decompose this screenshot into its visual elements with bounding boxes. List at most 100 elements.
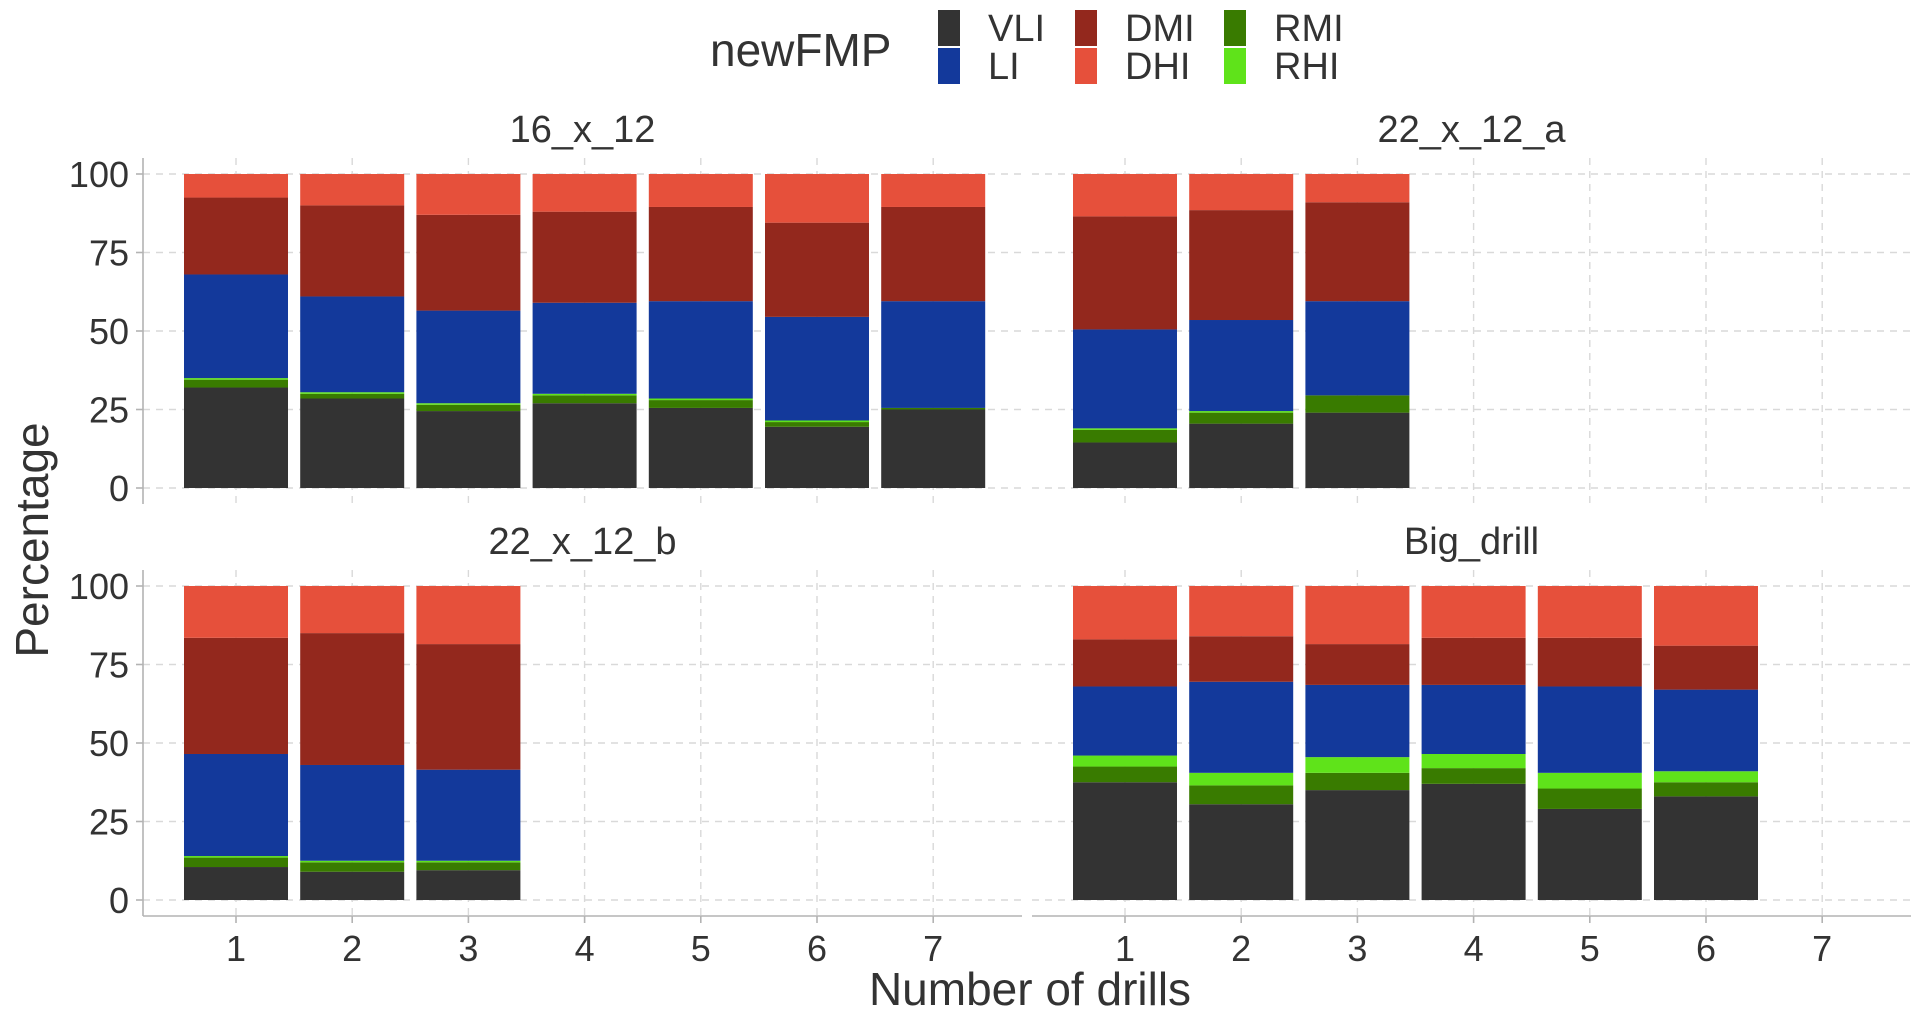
bar-segment-16-x-12-3-dhi <box>416 174 521 215</box>
bar-segment-22-x-12-a-2-dhi <box>1189 174 1294 211</box>
legend-label-vli: VLI <box>988 8 1045 50</box>
bar-segment-22-x-12-a-2-rhi <box>1189 411 1294 413</box>
bar-segment-big-drill-6-vli <box>1654 796 1758 900</box>
bar-segment-big-drill-6-dhi <box>1654 586 1758 646</box>
bar-segment-16-x-12-1-vli <box>184 387 288 488</box>
bar-segment-big-drill-2-vli <box>1189 804 1294 900</box>
panel-title-22-x-12-b: 22_x_12_b <box>488 521 676 563</box>
bar-segment-big-drill-4-li <box>1421 684 1526 754</box>
bar-segment-16-x-12-2-vli <box>300 398 405 488</box>
bar-segment-22-x-12-b-3-rhi <box>416 860 521 863</box>
x-tick-label: 2 <box>342 928 362 969</box>
bar-segment-big-drill-3-rhi <box>1305 757 1410 773</box>
y-tick-label: 25 <box>89 802 129 843</box>
bar-segment-16-x-12-5-li <box>648 301 753 399</box>
bar-segment-big-drill-2-dmi <box>1189 636 1294 682</box>
bar-segment-22-x-12-b-1-dhi <box>184 586 288 638</box>
bar-segment-big-drill-1-vli <box>1073 782 1177 900</box>
x-tick-label: 6 <box>807 928 827 969</box>
bar-segment-16-x-12-7-li <box>881 301 986 408</box>
bar-segment-big-drill-1-rmi <box>1073 766 1177 783</box>
legend-key-rmi <box>1224 10 1246 46</box>
y-tick-label: 25 <box>89 390 129 431</box>
x-tick-label: 2 <box>1231 928 1251 969</box>
bar-segment-22-x-12-b-3-dhi <box>416 586 521 645</box>
bar-segment-16-x-12-7-vli <box>881 409 986 488</box>
bar-segment-big-drill-1-dmi <box>1073 639 1177 687</box>
x-tick-label: 4 <box>575 928 595 969</box>
legend-key-dhi <box>1075 48 1097 84</box>
bar-segment-16-x-12-4-dmi <box>532 211 637 303</box>
bar-segment-16-x-12-1-dhi <box>184 174 288 198</box>
bar-segment-22-x-12-b-2-dmi <box>300 633 405 765</box>
x-tick-label: 7 <box>923 928 943 969</box>
panels: 16_x_12025507510022_x_12_a22_x_12_b02550… <box>69 109 1911 969</box>
bar-segment-big-drill-3-li <box>1305 684 1410 758</box>
bar-segment-big-drill-1-rhi <box>1073 755 1177 767</box>
bar-segment-22-x-12-a-1-li <box>1073 329 1177 429</box>
bar-segment-big-drill-5-rmi <box>1537 788 1642 809</box>
bar-segment-16-x-12-4-dhi <box>532 174 637 212</box>
x-tick-label: 3 <box>458 928 478 969</box>
x-tick-label: 5 <box>1580 928 1600 969</box>
panel-22-x-12-b: 22_x_12_b 0 25 50 75 100 1 2 3 4 5 6 7 <box>69 521 1022 969</box>
bar-segment-22-x-12-b-2-li <box>300 764 405 861</box>
bar-segment-22-x-12-b-2-dhi <box>300 586 405 634</box>
bar-segment-22-x-12-a-1-dmi <box>1073 216 1177 330</box>
bar-segment-16-x-12-6-dmi <box>765 222 869 317</box>
bar-segment-big-drill-6-dmi <box>1654 645 1758 690</box>
bar-segment-22-x-12-b-2-rhi <box>300 860 405 863</box>
bar-segment-22-x-12-b-1-dmi <box>184 637 288 754</box>
bar-segment-big-drill-5-dhi <box>1537 586 1642 638</box>
bar-segment-big-drill-4-vli <box>1421 783 1526 900</box>
x-tick-label: 6 <box>1696 928 1716 969</box>
bar-segment-16-x-12-2-dmi <box>300 205 405 297</box>
legend-label-li: LI <box>988 46 1020 88</box>
bar-segment-big-drill-4-rmi <box>1421 768 1526 784</box>
bar-segment-16-x-12-2-li <box>300 296 405 393</box>
bar-segment-22-x-12-a-3-li <box>1305 301 1410 396</box>
y-tick-label: 0 <box>109 468 129 509</box>
bar-segment-big-drill-5-rhi <box>1537 772 1642 789</box>
x-tick-label: 3 <box>1347 928 1367 969</box>
bar-segment-16-x-12-6-dhi <box>765 174 869 223</box>
x-tick-label: 4 <box>1464 928 1484 969</box>
bar-segment-big-drill-4-dmi <box>1421 637 1526 685</box>
bar-segment-big-drill-3-dmi <box>1305 644 1410 685</box>
bar-segment-22-x-12-b-1-rmi <box>184 857 288 868</box>
x-tick-label: 1 <box>226 928 246 969</box>
bar-segment-big-drill-3-dhi <box>1305 586 1410 645</box>
bar-segment-22-x-12-b-3-li <box>416 769 521 861</box>
bar-segment-16-x-12-3-dmi <box>416 214 521 311</box>
bar-segment-big-drill-6-rhi <box>1654 771 1758 783</box>
bar-segment-16-x-12-5-rhi <box>648 398 753 401</box>
bar-segment-16-x-12-7-rmi <box>881 407 986 410</box>
bar-segment-16-x-12-7-dmi <box>881 206 986 302</box>
bar-segment-16-x-12-4-rhi <box>532 393 637 396</box>
legend-key-vli <box>938 10 960 46</box>
panel-title-16-x-12: 16_x_12 <box>510 109 656 151</box>
y-tick-label: 50 <box>89 311 129 352</box>
bar-segment-16-x-12-7-dhi <box>881 174 986 207</box>
x-axis-title: Number of drills <box>869 963 1191 1015</box>
bar-segment-16-x-12-6-vli <box>765 426 869 488</box>
y-tick-label: 100 <box>69 566 129 607</box>
bar-segment-big-drill-5-li <box>1537 686 1642 773</box>
bar-segment-16-x-12-3-rhi <box>416 403 521 405</box>
bar-segment-16-x-12-3-vli <box>416 411 521 488</box>
bar-segment-16-x-12-4-vli <box>532 403 637 488</box>
bar-segment-16-x-12-6-rmi <box>765 422 869 427</box>
bar-segment-22-x-12-b-2-rmi <box>300 862 405 872</box>
bar-segment-22-x-12-a-1-vli <box>1073 442 1177 488</box>
bar-segment-16-x-12-3-rmi <box>416 404 521 412</box>
legend-title: newFMP <box>710 24 891 76</box>
bar-segment-big-drill-5-dmi <box>1537 637 1642 687</box>
y-tick-label: 0 <box>109 880 129 921</box>
bar-segment-16-x-12-5-rmi <box>648 400 753 408</box>
bar-segment-16-x-12-5-dhi <box>648 174 753 207</box>
bar-segment-big-drill-6-li <box>1654 689 1758 772</box>
bar-segment-16-x-12-1-rmi <box>184 379 288 388</box>
bar-segment-16-x-12-4-rmi <box>532 395 637 404</box>
